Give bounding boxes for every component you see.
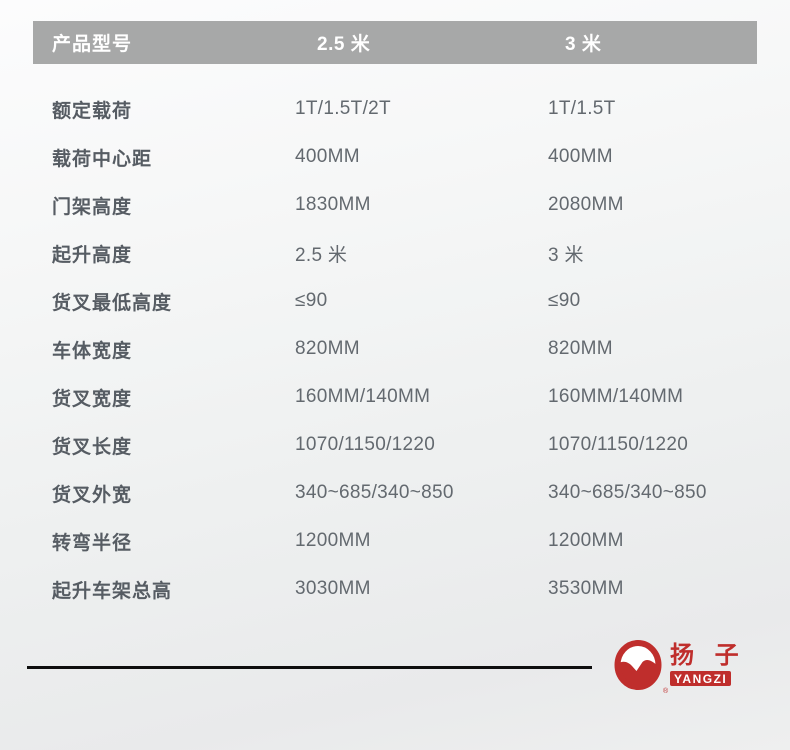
row-value-2-5m: 1830MM	[295, 194, 371, 215]
spec-table-body: 额定载荷 1T/1.5T/2T 1T/1.5T 载荷中心距 400MM 400MM 门架高度…	[33, 85, 757, 613]
row-value-2-5m: 160MM/140MM	[295, 386, 431, 407]
brand-name-english: YANGZI	[670, 671, 732, 686]
row-value-2-5m: 3030MM	[295, 578, 371, 599]
table-row: 货叉外宽 340~685/340~850 340~685/340~850	[33, 469, 757, 517]
header-col-product-model: 产品型号	[52, 34, 133, 55]
row-spec-label: 货叉外宽	[52, 484, 133, 506]
row-spec-label: 车体宽度	[52, 340, 133, 362]
row-spec-label: 额定载荷	[52, 100, 133, 122]
row-spec-label: 货叉宽度	[52, 388, 133, 410]
row-value-2-5m: 1T/1.5T/2T	[295, 98, 391, 119]
registered-trademark-icon: ®	[663, 688, 669, 695]
table-row: 货叉宽度 160MM/140MM 160MM/140MM	[33, 373, 757, 421]
row-value-2-5m: ≤90	[295, 290, 328, 311]
table-row: 货叉长度 1070/1150/1220 1070/1150/1220	[33, 421, 757, 469]
row-value-2-5m: 1070/1150/1220	[295, 434, 436, 455]
row-value-3m: 3530MM	[548, 578, 624, 599]
row-spec-label: 门架高度	[52, 196, 133, 218]
row-value-3m: 1T/1.5T	[548, 98, 616, 119]
brand-logo: 扬 子 YANGZI	[613, 640, 741, 690]
brand-name-chinese: 扬 子	[670, 642, 741, 669]
table-header-row: 产品型号 2.5 米 3 米	[33, 21, 757, 64]
row-value-3m: 340~685/340~850	[548, 482, 707, 503]
row-value-3m: 3 米	[548, 244, 584, 266]
row-value-2-5m: 1200MM	[295, 530, 371, 551]
row-value-3m: 2080MM	[548, 194, 624, 215]
footer-divider-line	[27, 666, 592, 669]
table-row: 车体宽度 820MM 820MM	[33, 325, 757, 373]
row-value-3m: 400MM	[548, 146, 613, 167]
table-row: 额定载荷 1T/1.5T/2T 1T/1.5T	[33, 85, 757, 133]
header-col-3m: 3 米	[565, 34, 602, 55]
header-col-2-5m: 2.5 米	[317, 34, 371, 55]
table-row: 载荷中心距 400MM 400MM	[33, 133, 757, 181]
row-spec-label: 起升高度	[52, 244, 133, 266]
row-spec-label: 载荷中心距	[52, 148, 153, 170]
row-value-3m: 820MM	[548, 338, 613, 359]
brand-text-block: 扬 子 YANGZI	[670, 644, 741, 686]
row-value-3m: 160MM/140MM	[548, 386, 684, 407]
yangzi-wave-logo-icon	[613, 640, 663, 690]
row-value-2-5m: 2.5 米	[295, 244, 348, 266]
table-row: 转弯半径 1200MM 1200MM	[33, 517, 757, 565]
row-spec-label: 起升车架总高	[52, 580, 173, 602]
table-row: 门架高度 1830MM 2080MM	[33, 181, 757, 229]
row-value-3m: 1070/1150/1220	[548, 434, 689, 455]
table-row: 货叉最低高度 ≤90 ≤90	[33, 277, 757, 325]
row-value-2-5m: 400MM	[295, 146, 360, 167]
row-spec-label: 转弯半径	[52, 532, 133, 554]
row-value-2-5m: 340~685/340~850	[295, 482, 454, 503]
row-spec-label: 货叉最低高度	[52, 292, 173, 314]
row-spec-label: 货叉长度	[52, 436, 133, 458]
row-value-3m: ≤90	[548, 290, 581, 311]
row-value-3m: 1200MM	[548, 530, 624, 551]
table-row: 起升车架总高 3030MM 3530MM	[33, 565, 757, 613]
table-row: 起升高度 2.5 米 3 米	[33, 229, 757, 277]
row-value-2-5m: 820MM	[295, 338, 360, 359]
